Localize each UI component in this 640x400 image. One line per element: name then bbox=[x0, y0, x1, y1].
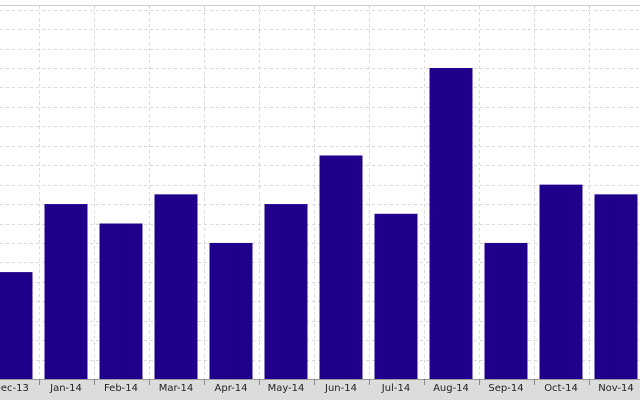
bar-may-14 bbox=[264, 204, 308, 379]
bar-nov-14 bbox=[594, 194, 638, 379]
x-tick-label: Feb-14 bbox=[104, 383, 138, 394]
x-tick-label: Sep-14 bbox=[488, 383, 523, 394]
bar-sep-14 bbox=[484, 242, 528, 379]
bar-jan-14 bbox=[44, 204, 88, 379]
bar-oct-14 bbox=[539, 184, 583, 379]
bar-jul-14 bbox=[374, 213, 418, 379]
x-tick-label: Jan-14 bbox=[49, 383, 82, 394]
x-tick-label: Apr-14 bbox=[215, 383, 248, 394]
bar-aug-14 bbox=[429, 68, 473, 380]
x-tick-label: Mar-14 bbox=[159, 383, 194, 394]
x-tick-label: Jun-14 bbox=[324, 383, 357, 394]
x-tick-label: Oct-14 bbox=[544, 383, 578, 394]
bar-apr-14 bbox=[209, 242, 253, 379]
bar-feb-14 bbox=[99, 223, 143, 379]
x-tick-label: May-14 bbox=[268, 383, 305, 394]
bar-mar-14 bbox=[154, 194, 198, 379]
bar-jun-14 bbox=[319, 155, 363, 379]
x-tick-label: Jul-14 bbox=[381, 383, 410, 394]
x-tick-label: Nov-14 bbox=[598, 383, 634, 394]
x-tick-label: Aug-14 bbox=[433, 383, 469, 394]
bars bbox=[0, 68, 638, 380]
bar-dec-13 bbox=[0, 272, 33, 379]
x-axis: Dec-13 Jan-14 Feb-14 Mar-14 Apr-14 May-14 Jun-… bbox=[0, 379, 640, 400]
x-tick-label: Dec-13 bbox=[0, 383, 29, 394]
